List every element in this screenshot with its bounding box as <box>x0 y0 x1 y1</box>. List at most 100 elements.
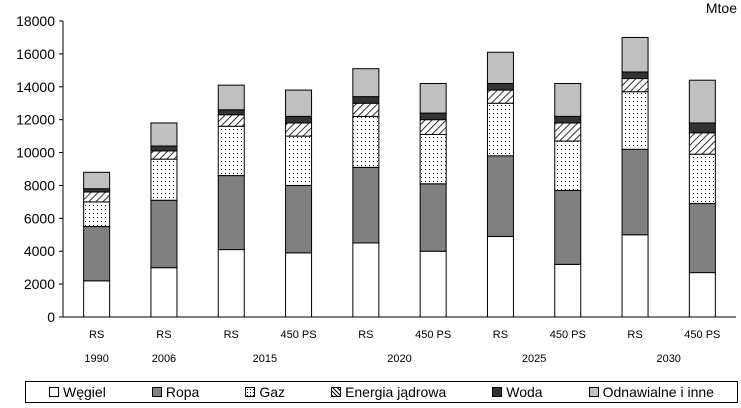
bar-segment-4 <box>419 112 447 121</box>
bar-segment-0 <box>621 234 649 318</box>
bar-segment-2 <box>285 135 313 186</box>
bar-segment-1 <box>554 189 582 265</box>
stacked-bar <box>352 68 380 318</box>
bar-segment-5 <box>486 51 514 84</box>
legend-item: Ropa <box>151 384 200 400</box>
bar-segment-5 <box>285 89 313 117</box>
bar-segment-1 <box>150 199 178 269</box>
bar-segment-0 <box>419 250 447 318</box>
bar-segment-5 <box>621 36 649 73</box>
legend-label: Odnawialne i inne <box>602 384 714 400</box>
x-scenario-label: 450 PS <box>550 329 586 341</box>
bar-segment-4 <box>285 115 313 124</box>
x-year-label: 2006 <box>152 353 176 365</box>
legend: Węgiel Ropa Gaz Energia jądrowa Woda Odnawial… <box>25 381 738 403</box>
x-year-label: 2030 <box>656 353 680 365</box>
x-year-label: 1990 <box>84 353 108 365</box>
legend-swatch <box>151 387 162 397</box>
x-scenario-label: RS <box>224 329 239 341</box>
bar-segment-3 <box>217 114 245 127</box>
x-year-label: 2025 <box>522 353 546 365</box>
x-scenario-label: RS <box>89 329 104 341</box>
legend-item: Woda <box>492 384 543 400</box>
x-scenario-label: RS <box>358 329 373 341</box>
legend-item: Energia jądrowa <box>331 384 446 400</box>
stacked-bar <box>217 84 245 318</box>
bar-segment-3 <box>419 119 447 135</box>
y-tick-label: 8000 <box>24 177 55 193</box>
bar-segment-2 <box>486 102 514 157</box>
bar-segment-1 <box>621 148 649 236</box>
stacked-bar <box>554 82 582 318</box>
x-scenario-label: RS <box>493 329 508 341</box>
bar-segment-4 <box>352 96 380 104</box>
bar-segment-0 <box>554 263 582 318</box>
bar-segment-3 <box>83 191 111 203</box>
legend-label: Woda <box>506 384 543 400</box>
bar-segment-2 <box>621 91 649 150</box>
bar-segment-2 <box>688 153 716 205</box>
x-scenario-label: 450 PS <box>684 329 720 341</box>
y-tick-label: 12000 <box>16 112 55 128</box>
bar-segment-0 <box>150 267 178 318</box>
x-scenario-label: 450 PS <box>281 329 317 341</box>
x-year-label: 2015 <box>253 353 277 365</box>
bar-segment-3 <box>352 102 380 117</box>
y-tick-label: 18000 <box>16 13 55 29</box>
bar-segment-1 <box>688 203 716 274</box>
x-axis-categories: RS 1990 RS 2006 RS 450 PS 2015 RS 450 PS 2020 RS 45… <box>84 329 720 365</box>
stacked-bar <box>621 36 649 318</box>
bar-segment-3 <box>486 89 514 104</box>
y-tick-label: 16000 <box>16 46 55 62</box>
bar-segment-3 <box>285 122 313 137</box>
bar-segment-0 <box>285 252 313 318</box>
y-tick-label: 14000 <box>16 79 55 95</box>
legend-label: Gaz <box>259 384 286 400</box>
bar-segment-2 <box>83 201 111 228</box>
x-scenario-label: 450 PS <box>415 329 451 341</box>
bar-segment-4 <box>688 122 716 134</box>
bar-segment-2 <box>554 140 582 191</box>
legend-item: Gaz <box>245 384 285 400</box>
bar-segment-3 <box>554 122 582 142</box>
legend-label: Energia jądrowa <box>345 384 447 400</box>
bar-segment-3 <box>621 78 649 93</box>
y-tick-label: 4000 <box>24 243 55 259</box>
bar-segment-5 <box>688 79 716 124</box>
legend-swatch <box>245 387 256 397</box>
bar-segment-4 <box>150 145 178 152</box>
x-scenario-label: RS <box>627 329 642 341</box>
bar-segment-1 <box>419 183 447 252</box>
legend-swatch <box>492 387 503 397</box>
bar-segment-5 <box>217 84 245 111</box>
bar-segment-1 <box>285 184 313 254</box>
stacked-bar <box>688 79 716 318</box>
y-tick-label: 2000 <box>24 276 55 292</box>
bar-segment-0 <box>486 235 514 318</box>
stacked-bar <box>486 51 514 318</box>
legend-label: Ropa <box>165 384 200 400</box>
bar-segment-0 <box>352 242 380 318</box>
y-tick-label: 10000 <box>16 145 55 161</box>
bar-segment-5 <box>352 68 380 98</box>
bar-segment-4 <box>486 82 514 91</box>
bar-segment-1 <box>83 226 111 282</box>
legend-swatch <box>49 387 60 397</box>
bar-segment-0 <box>688 272 716 318</box>
unit-label: Mtoe <box>706 0 737 16</box>
y-axis-ticks: 0 2000 4000 6000 8000 10000 12000 14000 16000 180… <box>16 13 63 325</box>
bar-segment-2 <box>217 125 245 177</box>
stacked-bar <box>285 89 313 318</box>
x-scenario-label: RS <box>156 329 171 341</box>
bar-segment-0 <box>83 280 111 318</box>
y-tick-label: 6000 <box>24 210 55 226</box>
bars <box>83 36 716 318</box>
chart-canvas: Mtoe 0 2000 4000 6000 8000 10000 12000 14000 160… <box>16 0 737 365</box>
legend-swatch <box>331 387 342 397</box>
bar-segment-4 <box>621 71 649 80</box>
bar-segment-3 <box>688 132 716 155</box>
bar-segment-0 <box>217 249 245 318</box>
bar-segment-2 <box>419 133 447 185</box>
stacked-bar <box>150 122 178 318</box>
bar-segment-3 <box>150 150 178 160</box>
